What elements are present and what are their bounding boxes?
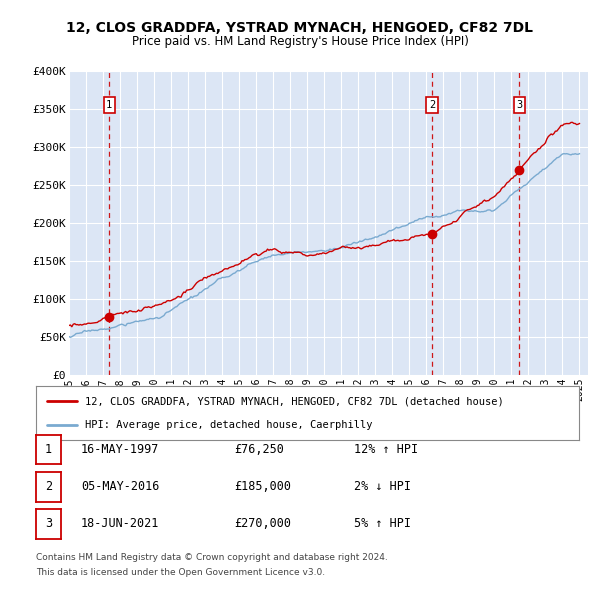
- Text: 3: 3: [516, 100, 523, 110]
- Text: £270,000: £270,000: [234, 517, 291, 530]
- Text: 12, CLOS GRADDFA, YSTRAD MYNACH, HENGOED, CF82 7DL: 12, CLOS GRADDFA, YSTRAD MYNACH, HENGOED…: [67, 21, 533, 35]
- Text: Contains HM Land Registry data © Crown copyright and database right 2024.: Contains HM Land Registry data © Crown c…: [36, 553, 388, 562]
- Text: HPI: Average price, detached house, Caerphilly: HPI: Average price, detached house, Caer…: [85, 419, 373, 430]
- Text: 2: 2: [45, 480, 52, 493]
- Text: £185,000: £185,000: [234, 480, 291, 493]
- Text: 5% ↑ HPI: 5% ↑ HPI: [354, 517, 411, 530]
- Text: 2: 2: [429, 100, 435, 110]
- Text: 16-MAY-1997: 16-MAY-1997: [81, 443, 160, 456]
- Text: 2% ↓ HPI: 2% ↓ HPI: [354, 480, 411, 493]
- Text: This data is licensed under the Open Government Licence v3.0.: This data is licensed under the Open Gov…: [36, 568, 325, 576]
- Text: 1: 1: [45, 443, 52, 456]
- Text: 3: 3: [45, 517, 52, 530]
- Text: 18-JUN-2021: 18-JUN-2021: [81, 517, 160, 530]
- Text: Price paid vs. HM Land Registry's House Price Index (HPI): Price paid vs. HM Land Registry's House …: [131, 35, 469, 48]
- Text: £76,250: £76,250: [234, 443, 284, 456]
- Text: 12% ↑ HPI: 12% ↑ HPI: [354, 443, 418, 456]
- Text: 12, CLOS GRADDFA, YSTRAD MYNACH, HENGOED, CF82 7DL (detached house): 12, CLOS GRADDFA, YSTRAD MYNACH, HENGOED…: [85, 396, 503, 407]
- Text: 05-MAY-2016: 05-MAY-2016: [81, 480, 160, 493]
- Text: 1: 1: [106, 100, 112, 110]
